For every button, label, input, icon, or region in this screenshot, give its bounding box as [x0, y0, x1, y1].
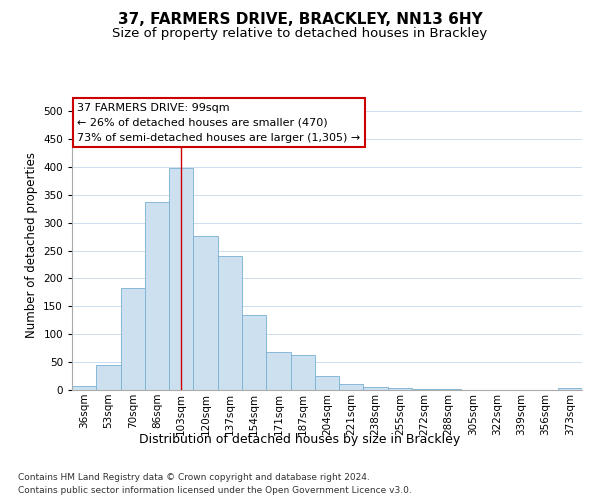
- Text: 37 FARMERS DRIVE: 99sqm
← 26% of detached houses are smaller (470)
73% of semi-d: 37 FARMERS DRIVE: 99sqm ← 26% of detache…: [77, 103, 361, 142]
- Bar: [412, 389, 436, 390]
- Bar: [121, 288, 145, 390]
- Text: Size of property relative to detached houses in Brackley: Size of property relative to detached ho…: [112, 28, 488, 40]
- Bar: [169, 168, 193, 390]
- Bar: [242, 314, 266, 390]
- Y-axis label: Number of detached properties: Number of detached properties: [25, 152, 38, 338]
- Text: Contains public sector information licensed under the Open Government Licence v3: Contains public sector information licen…: [18, 486, 412, 495]
- Text: 37, FARMERS DRIVE, BRACKLEY, NN13 6HY: 37, FARMERS DRIVE, BRACKLEY, NN13 6HY: [118, 12, 482, 28]
- Bar: [193, 236, 218, 390]
- Bar: [388, 388, 412, 390]
- Bar: [96, 365, 121, 390]
- Bar: [315, 376, 339, 390]
- Bar: [72, 386, 96, 390]
- Bar: [339, 384, 364, 390]
- Bar: [266, 352, 290, 390]
- Text: Contains HM Land Registry data © Crown copyright and database right 2024.: Contains HM Land Registry data © Crown c…: [18, 474, 370, 482]
- Bar: [290, 356, 315, 390]
- Bar: [364, 387, 388, 390]
- Bar: [558, 388, 582, 390]
- Text: Distribution of detached houses by size in Brackley: Distribution of detached houses by size …: [139, 432, 461, 446]
- Bar: [145, 202, 169, 390]
- Bar: [218, 256, 242, 390]
